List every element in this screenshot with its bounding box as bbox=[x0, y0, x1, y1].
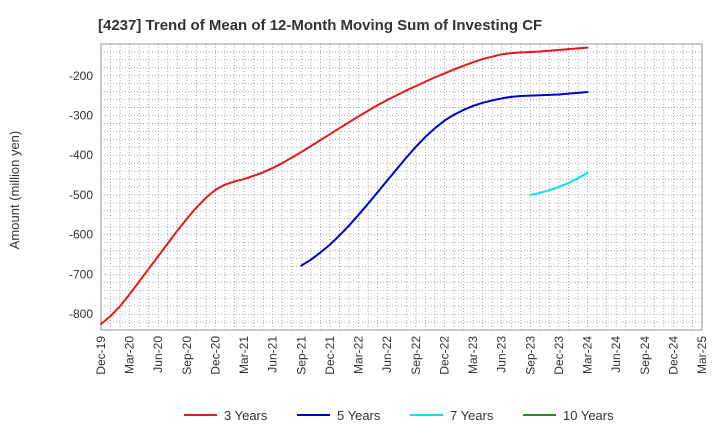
x-tick-label: Sep-22 bbox=[409, 336, 423, 375]
y-axis-tick-labels: -800 -700 -600 -500 -400 -300 -200 bbox=[69, 69, 93, 321]
y-tick-label: -800 bbox=[69, 307, 93, 321]
x-tick-label: Mar-23 bbox=[466, 336, 480, 374]
y-tick-label: -300 bbox=[69, 109, 93, 123]
x-tick-label: Sep-24 bbox=[638, 336, 652, 375]
x-tick-label: Sep-23 bbox=[523, 336, 537, 375]
x-tick-label: Mar-21 bbox=[237, 336, 251, 374]
y-tick-label: -400 bbox=[69, 148, 93, 162]
legend-label-10-years: 10 Years bbox=[563, 408, 614, 423]
x-tick-label: Jun-22 bbox=[380, 336, 394, 373]
y-tick-label: -700 bbox=[69, 267, 93, 281]
x-tick-label: Dec-22 bbox=[437, 336, 451, 375]
legend-label-3-years: 3 Years bbox=[224, 408, 268, 423]
y-tick-label: -600 bbox=[69, 228, 93, 242]
y-tick-label: -500 bbox=[69, 188, 93, 202]
series-line-3-years bbox=[100, 46, 589, 326]
x-tick-label: Dec-23 bbox=[552, 336, 566, 375]
x-tick-label: Dec-24 bbox=[666, 336, 680, 375]
x-tick-label: Mar-22 bbox=[352, 336, 366, 374]
x-tick-label: Sep-20 bbox=[180, 336, 194, 375]
x-axis-tick-labels: Dec-19 Mar-20 Jun-20 Sep-20 Dec-20 Mar-21 Jun-… bbox=[94, 336, 709, 375]
x-tick-label: Jun-24 bbox=[609, 336, 623, 373]
legend: 3 Years 5 Years 7 Years 10 Years bbox=[184, 408, 614, 423]
series-line-7-years bbox=[529, 171, 589, 196]
x-tick-label: Dec-19 bbox=[94, 336, 108, 375]
x-tick-label: Jun-21 bbox=[266, 336, 280, 373]
x-tick-label: Mar-20 bbox=[123, 336, 137, 374]
chart-title: [4237] Trend of Mean of 12-Month Moving … bbox=[98, 17, 542, 34]
x-tick-label: Mar-25 bbox=[695, 336, 709, 374]
x-tick-label: Jun-20 bbox=[151, 336, 165, 373]
series-line-5-years bbox=[300, 91, 589, 267]
x-tick-label: Sep-21 bbox=[294, 336, 308, 375]
x-tick-label: Mar-24 bbox=[581, 336, 595, 374]
legend-label-5-years: 5 Years bbox=[337, 408, 381, 423]
series-lines bbox=[100, 46, 589, 326]
x-tick-label: Jun-23 bbox=[495, 336, 509, 373]
legend-label-7-years: 7 Years bbox=[450, 408, 494, 423]
x-tick-label: Dec-21 bbox=[323, 336, 337, 375]
y-tick-label: -200 bbox=[69, 69, 93, 83]
x-tick-label: Dec-20 bbox=[208, 336, 222, 375]
y-axis-label: Amount (million yen) bbox=[7, 131, 22, 250]
